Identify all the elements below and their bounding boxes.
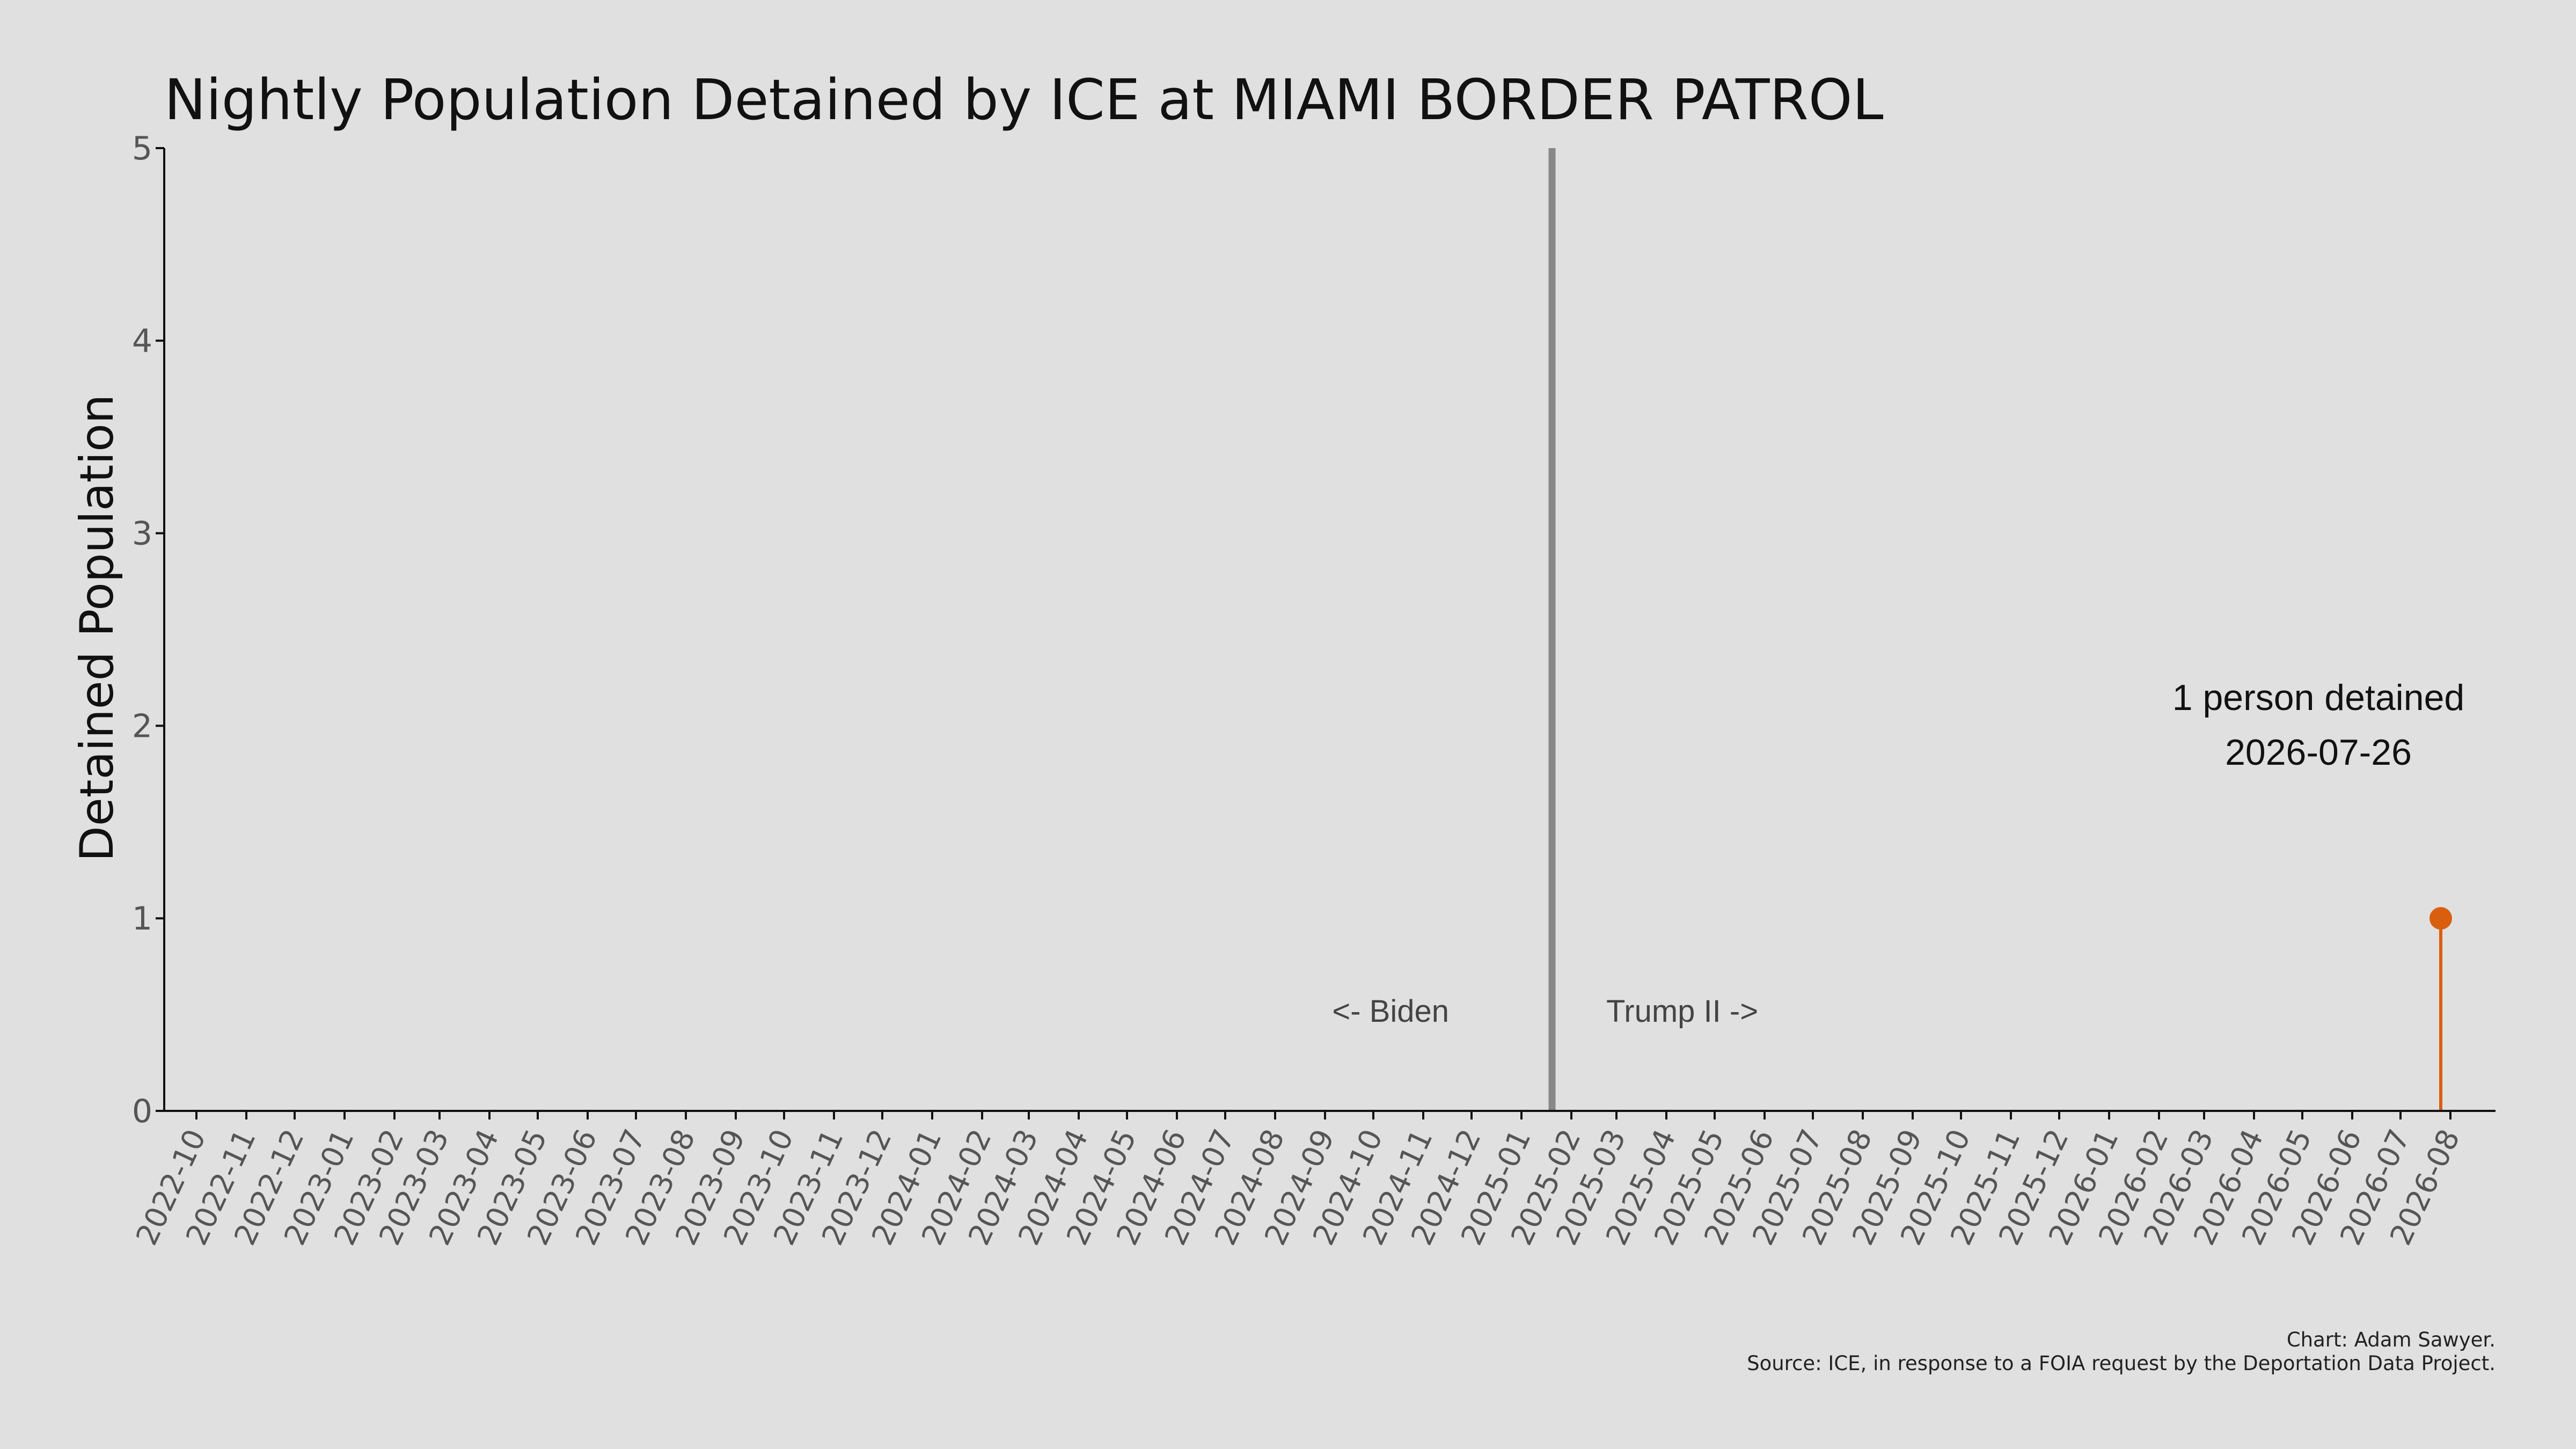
chart-title: Nightly Population Detained by ICE at MI… — [164, 67, 1884, 133]
credit-source: Source: ICE, in response to a FOIA reque… — [1747, 1352, 2496, 1375]
era-label-biden: <- Biden — [1332, 994, 1449, 1029]
y-tick-label: 0 — [132, 1093, 152, 1130]
data-point — [2429, 907, 2452, 930]
y-tick-label: 2 — [132, 707, 152, 745]
y-axis-label: Detained Population — [70, 394, 124, 862]
point-annotation-count: 1 person detained — [2172, 677, 2464, 718]
credit-author: Chart: Adam Sawyer. — [2287, 1328, 2496, 1351]
x-axis-ticks: 2022-102022-112022-122023-012023-022023-… — [129, 1111, 2467, 1250]
y-tick-label: 3 — [132, 515, 152, 553]
y-axis-ticks: 0 1 2 3 4 5 — [132, 130, 164, 1130]
y-tick-label: 5 — [132, 130, 152, 167]
series-group — [2429, 907, 2452, 1111]
y-tick-label: 1 — [132, 900, 152, 938]
era-label-trump: Trump II -> — [1606, 994, 1758, 1029]
point-annotation-date: 2026-07-26 — [2225, 732, 2412, 773]
y-tick-label: 4 — [132, 323, 152, 360]
